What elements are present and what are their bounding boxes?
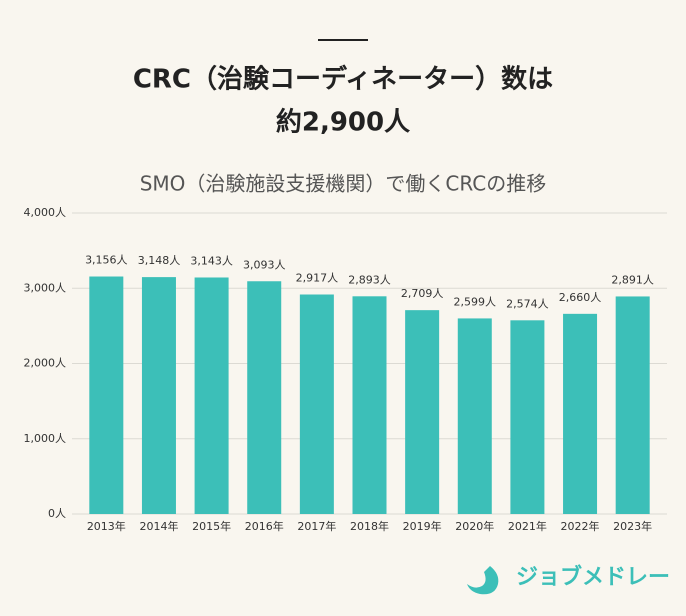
data-label: 2,709人: [401, 287, 444, 300]
data-label: 3,143人: [190, 254, 233, 267]
logo-text: ジョブメドレー: [516, 564, 670, 590]
bar: [299, 294, 334, 514]
x-tick-label: 2019年: [403, 519, 442, 533]
data-label: 2,660人: [559, 291, 602, 304]
chart-title: SMO（治験施設支援機関）で働くCRCの推移: [140, 172, 547, 196]
data-label: 2,893人: [348, 273, 391, 286]
headline: CRC（治験コーディネーター）数は: [133, 64, 553, 95]
data-label: 3,148人: [138, 254, 181, 267]
x-tick-label: 2016年: [245, 519, 284, 533]
x-tick-label: 2022年: [561, 519, 600, 533]
data-label: 3,156人: [85, 254, 128, 267]
data-label: 2,599人: [454, 295, 497, 308]
headline: 約2,900人: [276, 107, 410, 138]
data-label: 2,891人: [611, 273, 654, 286]
x-tick-label: 2023年: [613, 519, 652, 533]
x-tick-label: 2013年: [87, 519, 126, 533]
x-tick-label: 2015年: [192, 519, 231, 533]
y-tick-label: 2,000人: [24, 357, 67, 370]
bar: [247, 281, 282, 514]
bar: [352, 296, 387, 514]
x-tick-label: 2018年: [350, 519, 389, 533]
bar: [615, 296, 650, 514]
x-tick-label: 2014年: [139, 519, 178, 533]
y-tick-label: 1,000人: [24, 432, 67, 445]
bar: [141, 277, 176, 514]
data-label: 2,917人: [296, 271, 339, 284]
bar: [563, 313, 598, 514]
x-tick-label: 2020年: [455, 519, 494, 533]
data-label: 2,574人: [506, 297, 549, 310]
y-tick-label: 4,000人: [24, 206, 67, 219]
logo: ジョブメドレー: [467, 564, 670, 595]
bar: [457, 318, 492, 514]
logo-icon: [467, 566, 499, 595]
bar: [405, 310, 440, 514]
x-tick-label: 2017年: [297, 519, 336, 533]
data-label: 3,093人: [243, 258, 286, 271]
y-tick-label: 3,000人: [24, 281, 67, 294]
bar: [510, 320, 545, 514]
bar: [89, 276, 124, 514]
x-tick-label: 2021年: [508, 519, 547, 533]
bar: [194, 277, 229, 514]
y-tick-label: 0人: [48, 507, 66, 520]
